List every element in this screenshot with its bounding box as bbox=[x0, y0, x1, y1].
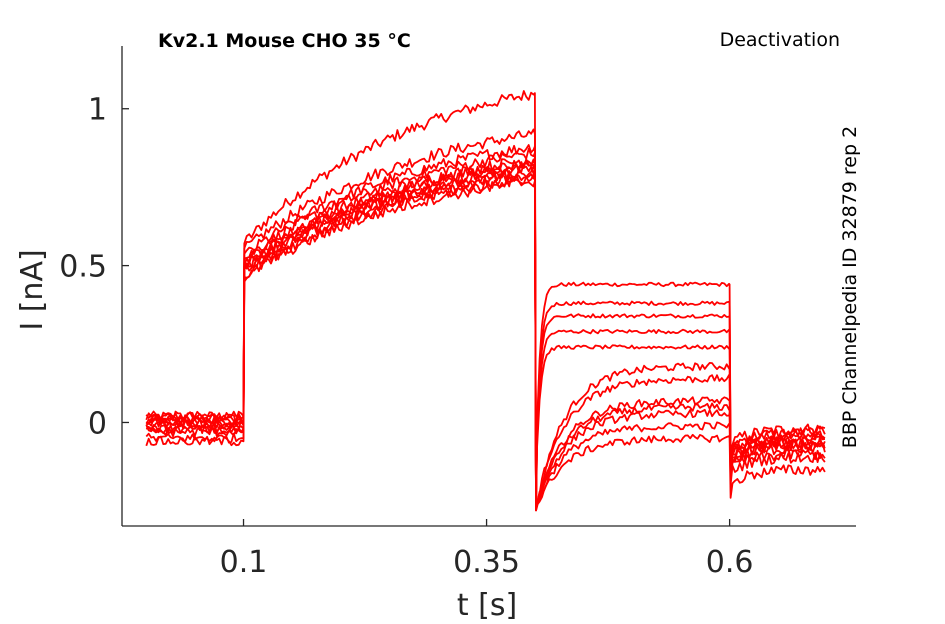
x-tick-label: 0.35 bbox=[453, 545, 520, 580]
y-axis-label: I [nA] bbox=[15, 249, 50, 330]
current-trace bbox=[145, 173, 826, 512]
current-trace bbox=[146, 173, 826, 512]
current-trace bbox=[145, 164, 826, 512]
current-trace bbox=[145, 178, 826, 512]
y-ticks-group: 00.51 bbox=[59, 93, 129, 441]
side-label: BBP Channelpedia ID 32879 rep 2 bbox=[839, 126, 861, 448]
chart-subtitle: Deactivation bbox=[720, 29, 840, 51]
x-axis-label: t [s] bbox=[457, 588, 517, 623]
y-tick-label: 0 bbox=[88, 406, 107, 441]
current-trace bbox=[145, 158, 826, 512]
x-tick-label: 0.6 bbox=[706, 545, 754, 580]
current-trace bbox=[145, 158, 826, 512]
current-trace bbox=[146, 162, 826, 512]
y-tick-label: 1 bbox=[88, 93, 107, 128]
x-tick-label: 0.1 bbox=[220, 545, 268, 580]
current-trace bbox=[146, 144, 826, 512]
y-tick-label: 0.5 bbox=[59, 250, 107, 285]
chart-title: Kv2.1 Mouse CHO 35 °C bbox=[158, 30, 411, 52]
current-trace bbox=[145, 128, 826, 512]
traces-group bbox=[145, 90, 826, 512]
current-trace bbox=[145, 165, 826, 512]
current-trace bbox=[145, 90, 826, 512]
current-trace bbox=[145, 147, 826, 512]
x-ticks-group: 0.1 0.35 0.6 bbox=[220, 519, 754, 580]
